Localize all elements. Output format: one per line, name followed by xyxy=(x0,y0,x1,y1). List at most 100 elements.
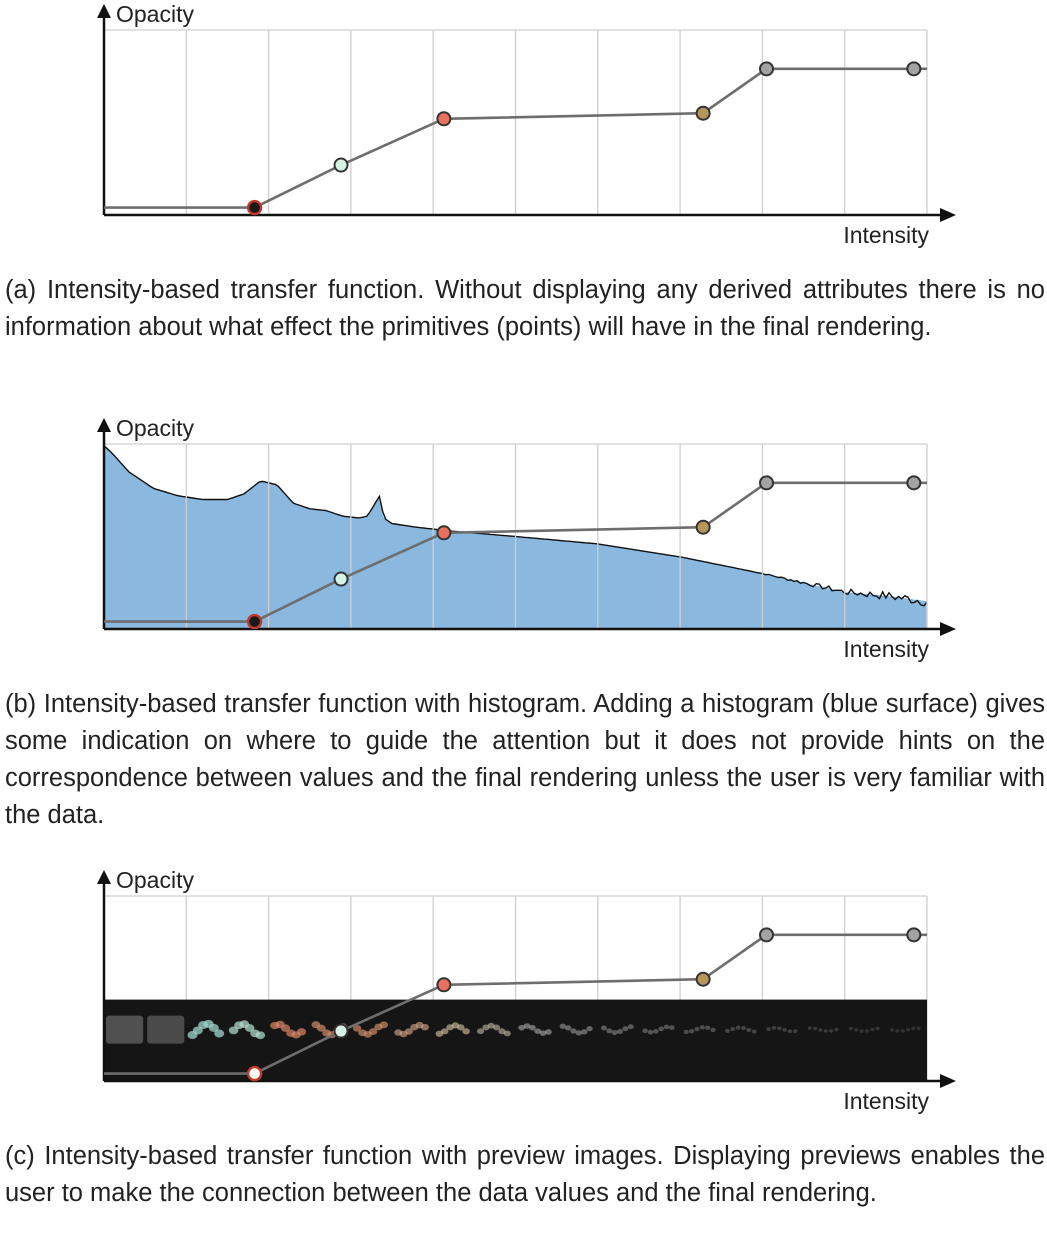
control-point xyxy=(906,927,922,943)
preview-thumb-blob xyxy=(751,1029,757,1034)
preview-thumbnail xyxy=(559,1023,593,1036)
preview-thumb-blob xyxy=(823,1029,828,1033)
transfer-function-line xyxy=(104,933,927,1075)
x-axis-arrow xyxy=(940,622,956,636)
preview-thumb-blob xyxy=(854,1028,859,1032)
preview-thumb-body xyxy=(147,1015,185,1044)
caption-a: (a) Intensity-based transfer function. W… xyxy=(5,276,1045,341)
preview-thumb-blob xyxy=(545,1029,552,1035)
preview-thumb-blob xyxy=(280,1024,291,1032)
panel-c: Opacity Intensity xyxy=(0,866,1047,1116)
y-axis-arrow xyxy=(97,4,111,18)
preview-thumb-blob xyxy=(617,1029,624,1035)
chart-b: Opacity Intensity xyxy=(97,415,956,662)
preview-thumb-blob xyxy=(586,1025,593,1032)
preview-thumb-blob xyxy=(834,1027,839,1032)
control-point xyxy=(906,61,922,77)
preview-thumb-blob xyxy=(564,1025,572,1031)
preview-thumb-blob xyxy=(503,1030,511,1037)
y-axis-label: Opacity xyxy=(116,1,194,27)
preview-thumb-blob xyxy=(669,1025,675,1030)
preview-thumb-body xyxy=(106,1015,144,1044)
preview-thumbnail xyxy=(147,1015,185,1044)
preview-thumb-blob xyxy=(228,1026,239,1035)
control-point xyxy=(333,1023,349,1039)
preview-thumb-blob xyxy=(777,1026,782,1031)
y-axis-label: Opacity xyxy=(116,867,194,893)
control-point xyxy=(759,61,775,77)
preview-thumb-blob xyxy=(875,1026,880,1031)
control-point xyxy=(436,525,452,541)
preview-thumb-blob xyxy=(622,1026,629,1032)
preview-thumbnail xyxy=(807,1026,839,1033)
preview-thumb-blob xyxy=(534,1028,542,1034)
preview-thumbnail xyxy=(848,1026,880,1033)
preview-thumb-blob xyxy=(642,1028,648,1034)
preview-thumb-blob xyxy=(813,1026,818,1031)
preview-thumb-blob xyxy=(316,1024,326,1032)
preview-thumbnail xyxy=(394,1021,429,1038)
control-point xyxy=(333,571,349,587)
preview-thumb-blob xyxy=(746,1027,752,1032)
x-axis-label: Intensity xyxy=(843,1088,929,1114)
control-point xyxy=(436,111,452,127)
preview-thumb-blob xyxy=(766,1027,771,1031)
preview-thumb-blob xyxy=(771,1025,777,1030)
x-axis-label: Intensity xyxy=(843,636,929,662)
preview-thumb-blob xyxy=(420,1023,429,1031)
preview-thumbnail xyxy=(890,1026,921,1033)
preview-thumb-blob xyxy=(647,1029,654,1035)
control-point xyxy=(695,105,711,121)
caption-b: (b) Intensity-based transfer function wi… xyxy=(5,690,1045,829)
preview-thumb-blob xyxy=(689,1028,695,1034)
preview-thumb-blob xyxy=(600,1025,607,1031)
preview-thumbnail xyxy=(228,1020,266,1040)
preview-thumb-blob xyxy=(735,1025,741,1030)
control-point xyxy=(246,199,263,216)
y-axis-arrow xyxy=(97,418,111,432)
preview-thumb-blob xyxy=(528,1024,536,1031)
control-point xyxy=(333,157,349,173)
preview-thumb-blob xyxy=(683,1029,689,1035)
preview-thumbnail xyxy=(518,1023,552,1036)
control-point xyxy=(246,613,263,630)
panel-b: Opacity Intensity xyxy=(0,414,1047,664)
preview-thumbnail xyxy=(600,1024,634,1036)
preview-thumbnail xyxy=(106,1015,144,1044)
preview-thumbnail xyxy=(725,1025,757,1034)
preview-thumb-blob xyxy=(710,1027,716,1033)
preview-thumb-blob xyxy=(895,1029,900,1033)
control-point xyxy=(906,475,922,491)
preview-thumbnail xyxy=(435,1022,470,1037)
preview-thumbnail xyxy=(352,1021,389,1038)
preview-thumb-blob xyxy=(440,1028,449,1035)
preview-thumbnail xyxy=(766,1025,798,1034)
preview-thumb-blob xyxy=(730,1026,736,1032)
preview-thumb-blob xyxy=(559,1023,567,1029)
preview-thumbnail xyxy=(270,1020,307,1039)
x-axis-arrow xyxy=(940,208,956,222)
chart-c: Opacity Intensity xyxy=(97,867,956,1114)
preview-thumb-blob xyxy=(476,1028,485,1035)
preview-thumb-blob xyxy=(916,1026,921,1030)
preview-thumb-blob xyxy=(864,1029,869,1033)
control-point xyxy=(436,977,452,993)
preview-thumb-blob xyxy=(906,1027,911,1032)
preview-thumb-blob xyxy=(782,1027,787,1032)
preview-thumb-blob xyxy=(829,1029,834,1033)
preview-thumb-blob xyxy=(214,1029,225,1038)
preview-thumb-blob xyxy=(890,1028,895,1032)
preview-thumb-blob xyxy=(911,1026,916,1031)
preview-thumb-blob xyxy=(807,1026,812,1030)
preview-thumb-blob xyxy=(518,1024,526,1031)
preview-strip xyxy=(104,999,927,1081)
chart-a: Opacity Intensity xyxy=(97,1,956,248)
preview-thumb-blob xyxy=(296,1028,307,1036)
preview-thumb-blob xyxy=(462,1028,470,1035)
x-axis-label: Intensity xyxy=(843,222,929,248)
preview-thumb-blob xyxy=(575,1030,583,1036)
preview-thumb-blob xyxy=(793,1029,798,1034)
transfer-function-line xyxy=(104,67,927,209)
preview-thumb-blob xyxy=(523,1023,531,1029)
preview-thumb-blob xyxy=(498,1028,506,1035)
